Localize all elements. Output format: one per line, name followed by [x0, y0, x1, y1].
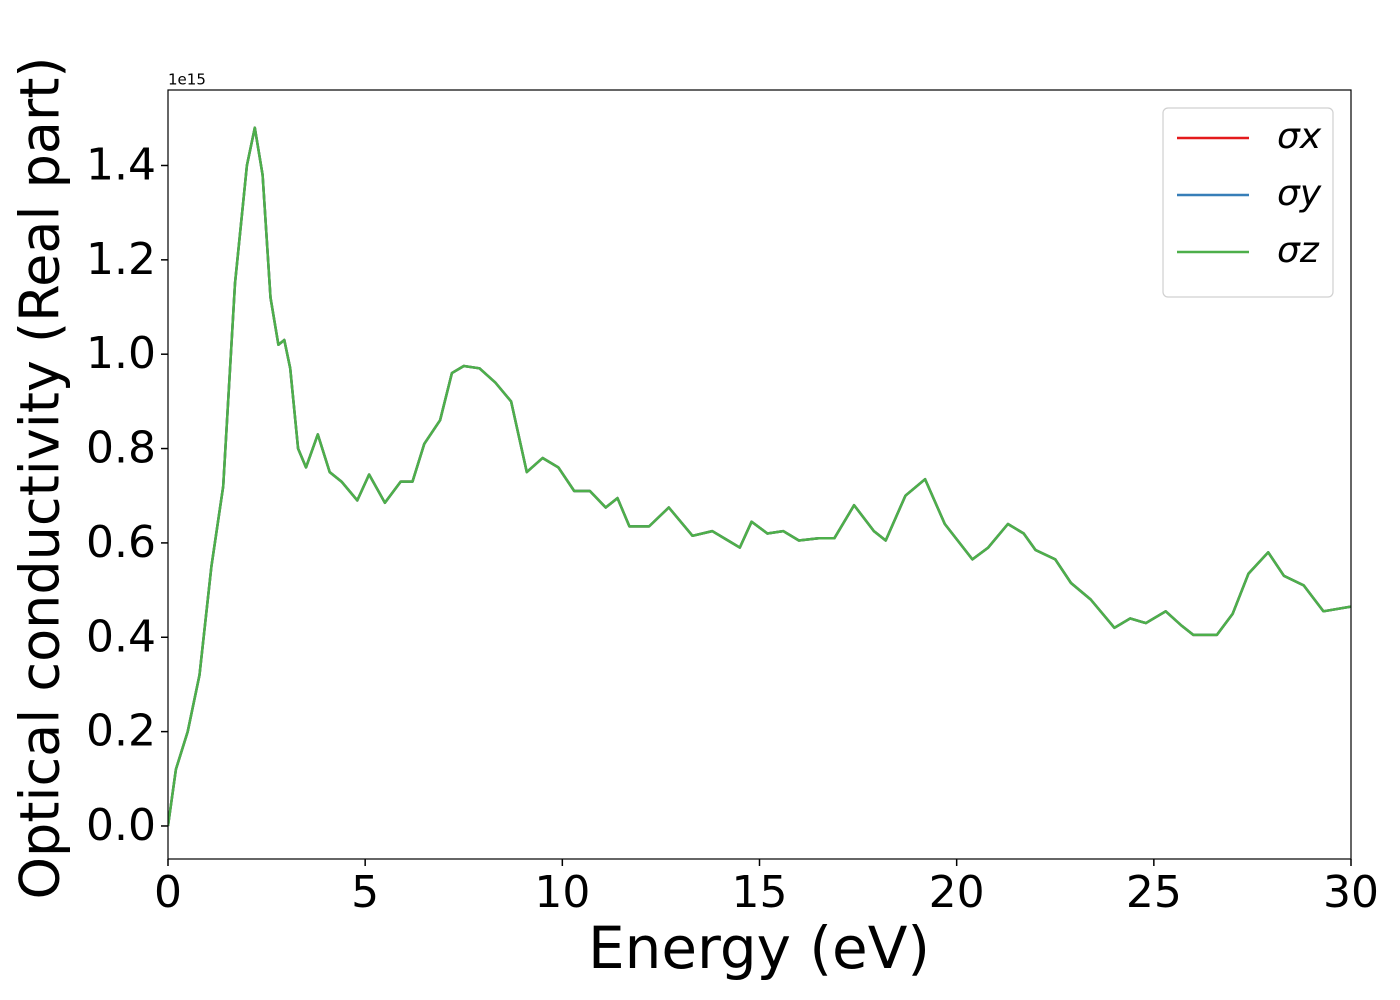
- legend-label: σy: [1277, 173, 1322, 214]
- x-axis-label: Energy (eV): [588, 914, 930, 982]
- plot-frame: [167, 89, 1352, 860]
- y-tick-label: 0.2: [86, 706, 156, 757]
- series-line: [168, 126, 1351, 827]
- x-tick-label: 30: [1323, 867, 1379, 918]
- y-tick-label: 0.8: [86, 423, 156, 474]
- x-tick-label: 25: [1126, 867, 1182, 918]
- y-tick-label: 1.0: [86, 328, 156, 379]
- offset-text: 1e15: [168, 71, 206, 89]
- legend-label: σx: [1277, 116, 1322, 157]
- x-tick-label: 20: [929, 867, 985, 918]
- y-tick-label: 1.2: [86, 234, 156, 285]
- legend-label: σz: [1277, 230, 1320, 271]
- y-tick-label: 0.4: [86, 611, 156, 662]
- x-tick-label: 0: [154, 867, 182, 918]
- y-tick-label: 0.6: [86, 517, 156, 568]
- x-tick-label: 5: [351, 867, 379, 918]
- x-tick-label: 10: [534, 867, 590, 918]
- legend-box: [1162, 107, 1334, 298]
- y-axis-label: Optical conductivity (Real part): [9, 57, 72, 900]
- y-tick-label: 0.0: [86, 800, 156, 851]
- y-tick-label: 1.4: [86, 139, 156, 190]
- x-tick-label: 15: [732, 867, 788, 918]
